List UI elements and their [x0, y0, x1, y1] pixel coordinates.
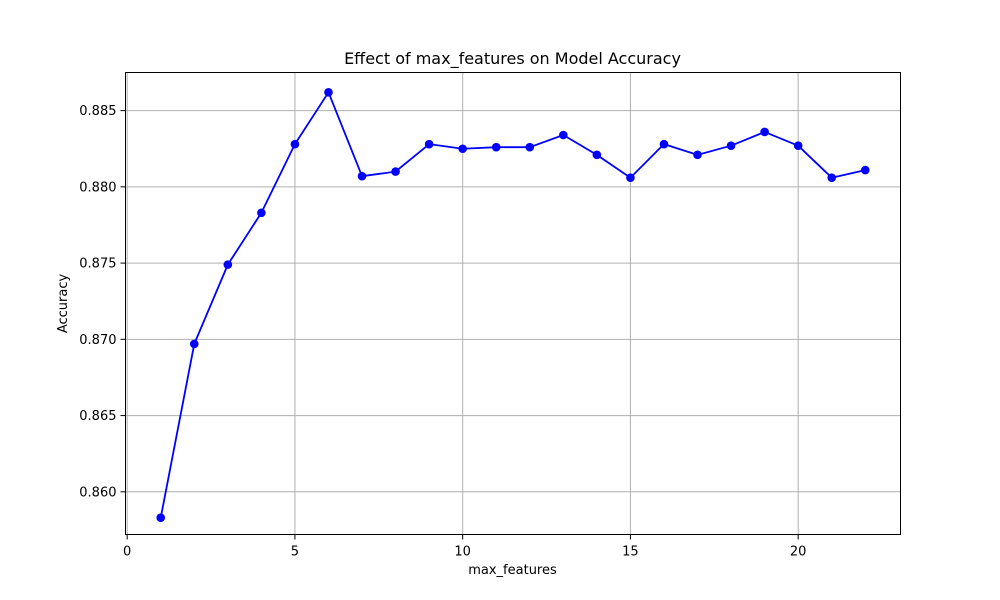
x-axis-label: max_features: [468, 563, 557, 578]
x-tick-label: 5: [291, 545, 299, 560]
data-point: [391, 167, 400, 176]
data-point: [592, 150, 602, 160]
data-point: [726, 141, 736, 150]
y-tick-label: 0.865: [79, 409, 116, 424]
data-point: [827, 173, 837, 183]
data-point: [793, 141, 803, 150]
data-point: [257, 208, 266, 218]
data-point: [860, 165, 870, 175]
plot-frame: [125, 72, 901, 535]
data-points: [156, 88, 870, 523]
data-point: [324, 88, 333, 97]
data-point: [189, 339, 199, 349]
chart-title: Effect of max_features on Model Accuracy: [344, 49, 681, 69]
y-axis-label: Accuracy: [56, 274, 71, 334]
x-tick-label: 0: [123, 545, 131, 560]
data-point: [491, 142, 501, 152]
data-point: [156, 513, 166, 523]
data-point: [559, 130, 568, 140]
x-axis-ticks: 0 5 10 15 20: [123, 534, 807, 560]
y-tick-label: 0.870: [79, 333, 116, 348]
data-point: [659, 139, 669, 149]
data-point: [693, 150, 702, 160]
data-point: [525, 142, 535, 152]
y-tick-label: 0.875: [79, 257, 116, 272]
data-point: [357, 171, 367, 181]
x-tick-label: 15: [622, 545, 639, 560]
data-point: [223, 260, 233, 269]
x-tick-label: 20: [790, 545, 807, 560]
x-tick-label: 10: [454, 545, 471, 560]
y-tick-label: 0.880: [79, 180, 116, 195]
data-point: [290, 139, 300, 149]
data-point: [626, 173, 635, 183]
y-axis-ticks: 0.860 0.865 0.870 0.875 0.880 0.885: [79, 104, 126, 500]
data-point: [424, 139, 434, 149]
data-point: [458, 144, 467, 154]
grid: [125, 72, 901, 535]
y-tick-label: 0.860: [79, 485, 116, 500]
y-tick-label: 0.885: [79, 104, 116, 119]
series-line: [159, 91, 866, 518]
series-polyline: [159, 91, 866, 518]
data-point: [760, 127, 769, 137]
